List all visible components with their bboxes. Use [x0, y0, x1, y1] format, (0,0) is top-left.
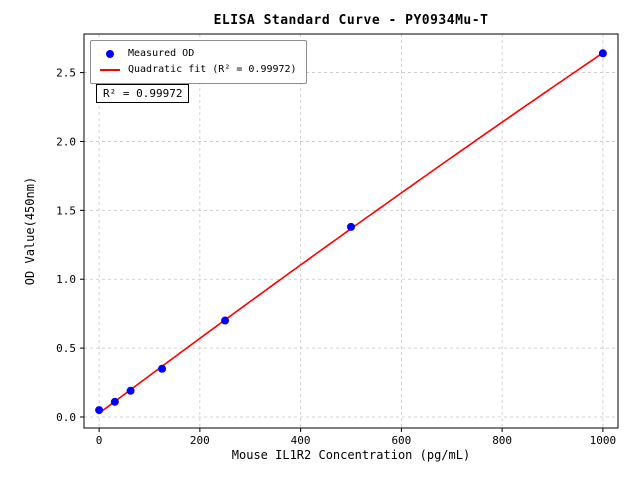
line-marker-icon [100, 69, 120, 71]
y-tick-label: 1.5 [56, 204, 76, 217]
x-tick-label: 200 [190, 434, 210, 447]
y-tick-label: 0.0 [56, 411, 76, 424]
y-axis-label: OD Value(450nm) [23, 176, 37, 286]
x-axis-label: Mouse IL1R2 Concentration (pg/mL) [231, 448, 471, 462]
y-tick-label: 2.0 [56, 135, 76, 148]
legend-item-measured-od: Measured OD [100, 46, 297, 62]
y-tick-label: 2.5 [56, 67, 76, 80]
x-tick-label: 0 [96, 434, 103, 447]
x-tick-label: 400 [291, 434, 311, 447]
y-tick-label: 0.5 [56, 342, 76, 355]
r-squared-annotation: R² = 0.99972 [96, 84, 190, 103]
chart-title: ELISA Standard Curve - PY0934Mu-T [213, 13, 489, 28]
y-tick-label: 1.0 [56, 273, 76, 286]
x-tick-label: 600 [391, 434, 411, 447]
scatter-marker-icon [106, 50, 114, 58]
x-tick-label: 1000 [590, 434, 617, 447]
legend-label-quadratic-fit: Quadratic fit (R² = 0.99972) [128, 64, 297, 75]
x-tick-label: 800 [492, 434, 512, 447]
legend-label-measured-od: Measured OD [128, 48, 195, 59]
legend-item-quadratic-fit: Quadratic fit (R² = 0.99972) [100, 62, 297, 78]
legend: Measured OD Quadratic fit (R² = 0.99972) [90, 40, 307, 84]
